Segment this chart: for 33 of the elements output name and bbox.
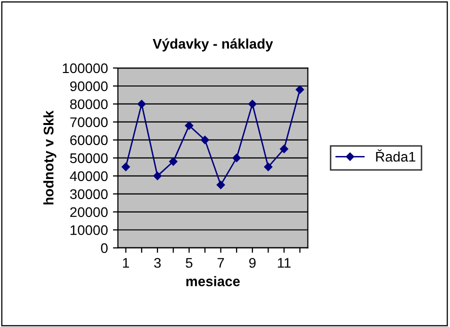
point (280, 144, 288, 154)
y-tick-label: 70000 (70, 117, 108, 128)
y-tick-label: 50000 (70, 153, 108, 164)
point (200, 136, 210, 144)
point (138, 100, 146, 108)
x-tick-label: 7 (218, 258, 224, 268)
y-tick-label: 10000 (70, 225, 108, 236)
y-axis-title: hodnoty v Skk (43, 110, 56, 204)
point (264, 162, 272, 172)
x-tick-label: 9 (249, 258, 256, 268)
y-tick-label: 20000 (70, 207, 108, 218)
chart-title: Výdavky - náklady (152, 38, 273, 52)
y-tick-label: 90000 (70, 81, 108, 92)
y-tick-label: 80000 (70, 99, 108, 110)
point (248, 100, 257, 108)
point (169, 157, 178, 166)
y-tick-label: 30000 (70, 189, 108, 200)
point (153, 172, 162, 180)
x-tick-label: 1 (123, 258, 129, 268)
legend-label: Řada1 (376, 149, 416, 162)
point (122, 162, 130, 172)
point (296, 85, 304, 94)
y-tick-label: 0 (100, 243, 108, 254)
point (232, 154, 241, 162)
point (216, 180, 225, 190)
y-tick-label: 60000 (70, 135, 108, 146)
x-tick-label: 3 (154, 258, 161, 268)
point (184, 121, 194, 130)
x-tick-label: 11 (278, 258, 291, 268)
x-tick-label: 5 (186, 258, 192, 268)
y-tick-label: 40000 (70, 171, 108, 182)
y-tick-label: 100000 (62, 63, 108, 74)
x-axis-title: mesiace (186, 276, 240, 286)
